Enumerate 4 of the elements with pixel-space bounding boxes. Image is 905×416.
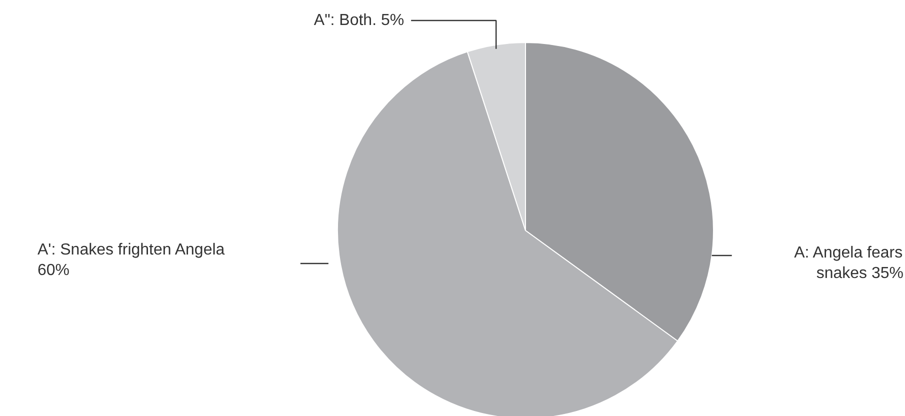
slice-label: A: Angela fears snakes 35% bbox=[794, 244, 904, 282]
data-label: 60% bbox=[38, 262, 70, 279]
slice-label: A": Both. 5% bbox=[314, 12, 404, 29]
slice-label: A': Snakes frighten Angela bbox=[38, 242, 225, 258]
